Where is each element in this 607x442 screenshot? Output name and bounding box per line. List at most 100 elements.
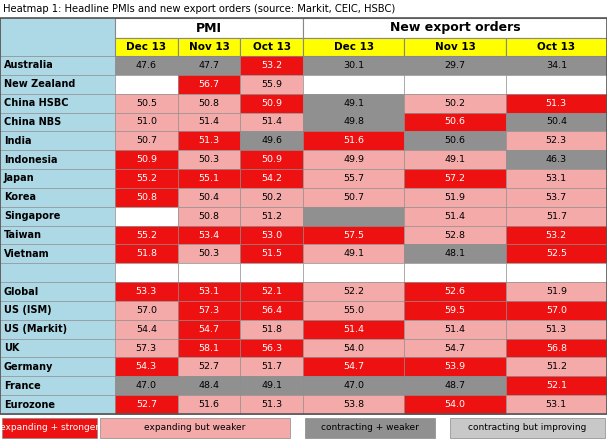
Text: 49.1: 49.1 xyxy=(444,155,466,164)
Bar xyxy=(115,320,178,339)
Text: New Zealand: New Zealand xyxy=(4,79,75,89)
Text: Oct 13: Oct 13 xyxy=(537,42,575,52)
Bar xyxy=(240,301,303,320)
Bar xyxy=(115,18,303,38)
Bar xyxy=(404,339,506,358)
Text: 51.2: 51.2 xyxy=(546,362,567,371)
Text: US (ISM): US (ISM) xyxy=(4,305,52,316)
Bar xyxy=(115,75,178,94)
Text: 51.8: 51.8 xyxy=(136,249,157,258)
Bar xyxy=(303,75,404,94)
Text: 29.7: 29.7 xyxy=(444,61,466,70)
Text: 51.9: 51.9 xyxy=(546,287,567,296)
Text: 51.5: 51.5 xyxy=(261,249,282,258)
Bar xyxy=(115,113,178,131)
Bar xyxy=(0,94,115,113)
Bar xyxy=(178,150,240,169)
Bar xyxy=(506,395,607,414)
Bar xyxy=(506,113,607,131)
Text: 54.0: 54.0 xyxy=(343,343,364,353)
Text: 51.6: 51.6 xyxy=(343,136,364,145)
Text: 30.1: 30.1 xyxy=(343,61,364,70)
Bar xyxy=(404,150,506,169)
Bar xyxy=(404,94,506,113)
Text: 55.1: 55.1 xyxy=(198,174,220,183)
Bar xyxy=(404,207,506,225)
Bar xyxy=(115,358,178,376)
Text: India: India xyxy=(4,136,32,146)
Text: 50.7: 50.7 xyxy=(136,136,157,145)
Text: 57.5: 57.5 xyxy=(343,230,364,240)
Text: 53.1: 53.1 xyxy=(546,400,567,409)
Text: 48.7: 48.7 xyxy=(444,381,466,390)
Text: 53.1: 53.1 xyxy=(198,287,220,296)
Bar xyxy=(178,263,240,282)
Text: 50.4: 50.4 xyxy=(546,118,567,126)
Bar xyxy=(506,282,607,301)
Bar xyxy=(240,75,303,94)
Bar xyxy=(178,188,240,207)
Text: 51.4: 51.4 xyxy=(444,325,466,334)
Bar xyxy=(305,418,435,438)
Text: 54.2: 54.2 xyxy=(261,174,282,183)
Bar xyxy=(178,320,240,339)
Text: 49.1: 49.1 xyxy=(261,381,282,390)
Text: 50.3: 50.3 xyxy=(198,249,220,258)
Text: 50.6: 50.6 xyxy=(444,136,466,145)
Text: New export orders: New export orders xyxy=(390,22,520,34)
Text: PMI: PMI xyxy=(196,22,222,34)
Text: 52.6: 52.6 xyxy=(444,287,466,296)
Text: contracting + weaker: contracting + weaker xyxy=(321,423,419,433)
Text: 55.7: 55.7 xyxy=(343,174,364,183)
Text: 53.4: 53.4 xyxy=(198,230,220,240)
Text: 50.2: 50.2 xyxy=(261,193,282,202)
Bar xyxy=(2,418,97,438)
Bar xyxy=(240,169,303,188)
Text: expanding but weaker: expanding but weaker xyxy=(144,423,246,433)
Bar xyxy=(404,188,506,207)
Bar xyxy=(178,207,240,225)
Text: 56.4: 56.4 xyxy=(261,306,282,315)
Bar xyxy=(240,207,303,225)
Bar xyxy=(506,56,607,75)
Text: 49.1: 49.1 xyxy=(343,99,364,107)
Bar xyxy=(303,38,404,56)
Text: 51.0: 51.0 xyxy=(136,118,157,126)
Text: 52.3: 52.3 xyxy=(546,136,567,145)
Bar xyxy=(115,244,178,263)
Text: 54.7: 54.7 xyxy=(343,362,364,371)
Bar xyxy=(0,263,115,282)
Text: contracting but improving: contracting but improving xyxy=(469,423,587,433)
Bar xyxy=(0,131,115,150)
Bar xyxy=(506,150,607,169)
Bar xyxy=(240,376,303,395)
Text: 51.7: 51.7 xyxy=(546,212,567,221)
Bar xyxy=(178,358,240,376)
Bar xyxy=(0,188,115,207)
Text: Oct 13: Oct 13 xyxy=(253,42,291,52)
Bar xyxy=(404,75,506,94)
Bar xyxy=(115,301,178,320)
Text: 58.1: 58.1 xyxy=(198,343,220,353)
Bar xyxy=(240,263,303,282)
Bar xyxy=(404,113,506,131)
Text: Vietnam: Vietnam xyxy=(4,249,50,259)
Bar xyxy=(0,244,115,263)
Text: Germany: Germany xyxy=(4,362,53,372)
Text: expanding + stronger: expanding + stronger xyxy=(0,423,99,433)
Bar xyxy=(0,358,115,376)
Bar xyxy=(178,339,240,358)
Bar xyxy=(450,418,605,438)
Text: 51.2: 51.2 xyxy=(261,212,282,221)
Bar xyxy=(0,56,115,75)
Text: 53.0: 53.0 xyxy=(261,230,282,240)
Text: 53.8: 53.8 xyxy=(343,400,364,409)
Text: 51.4: 51.4 xyxy=(444,212,466,221)
Bar xyxy=(303,395,404,414)
Text: Heatmap 1: Headline PMIs and new export orders (source: Markit, CEIC, HSBC): Heatmap 1: Headline PMIs and new export … xyxy=(3,4,395,14)
Bar xyxy=(0,207,115,225)
Text: 51.3: 51.3 xyxy=(546,325,567,334)
Text: 50.9: 50.9 xyxy=(261,155,282,164)
Text: 50.9: 50.9 xyxy=(136,155,157,164)
Text: 52.8: 52.8 xyxy=(444,230,466,240)
